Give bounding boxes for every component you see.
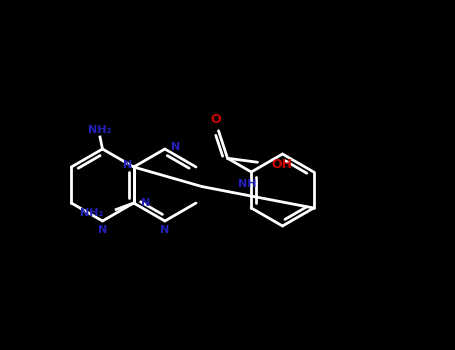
Text: N: N	[160, 225, 169, 235]
Text: NH: NH	[238, 179, 257, 189]
Text: NH₂: NH₂	[80, 208, 104, 218]
Text: N: N	[98, 225, 107, 235]
Text: OH: OH	[272, 158, 293, 171]
Text: N: N	[171, 141, 180, 152]
Text: N: N	[123, 160, 132, 169]
Text: N: N	[141, 198, 150, 208]
Text: O: O	[211, 113, 221, 126]
Text: NH₂: NH₂	[88, 125, 111, 135]
